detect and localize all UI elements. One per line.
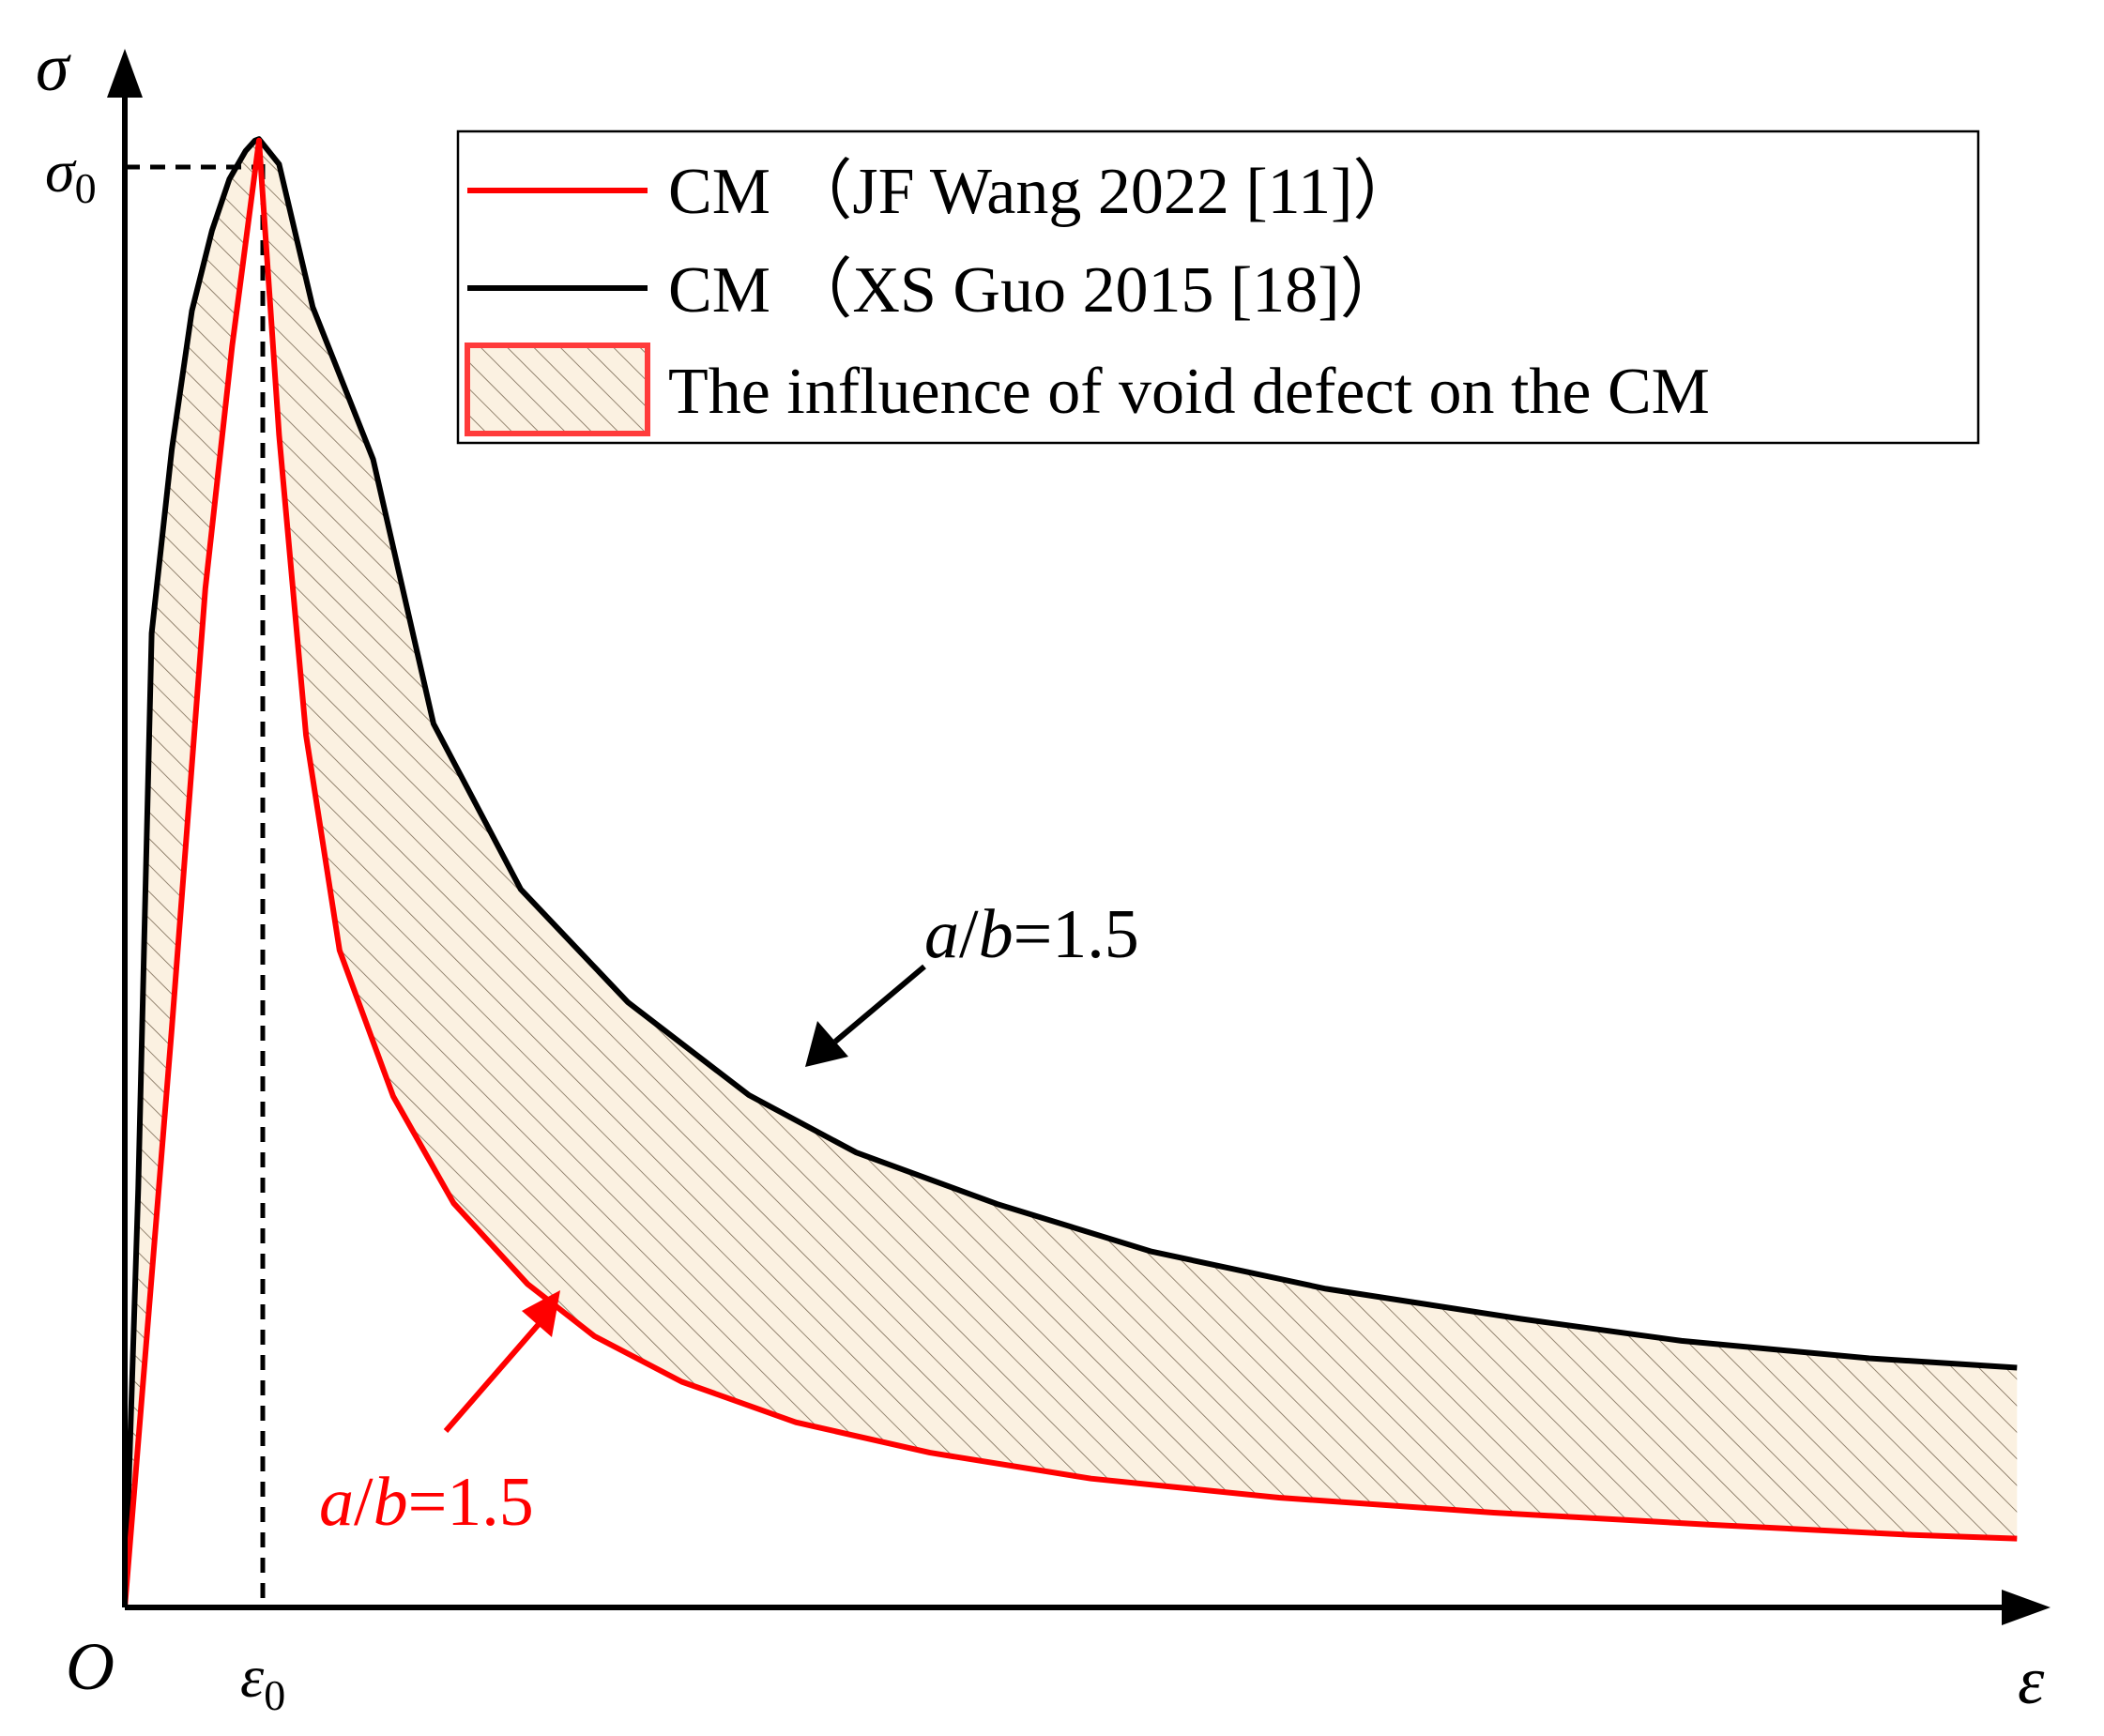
annotation-arrow-guo (833, 964, 926, 1044)
x-axis-label: ε (2018, 1643, 2045, 1718)
annotation-arrowhead-guo (805, 1021, 848, 1067)
annotation-guo-2015: a/b=1.5 (805, 896, 1139, 1067)
series-line-guo-2015 (122, 136, 2018, 1608)
annotation-wang-2022: a/b=1.5 (319, 1290, 560, 1541)
legend-label-wang-2022: CM （JF Wang 2022 [11]） (668, 156, 1418, 228)
legend-swatch-influence-band (465, 343, 650, 436)
annotation-arrow-wang (443, 1321, 542, 1433)
annotation-label-guo: a/b=1.5 (924, 896, 1139, 973)
legend: CM （JF Wang 2022 [11]） CM （XS Guo 2015 [… (456, 129, 1980, 445)
influence-band-area (125, 139, 2018, 1608)
legend-label-influence-band: The influence of void defect on the CM (668, 356, 1710, 428)
peak-strain-tick-label: ε0 (240, 1643, 285, 1719)
annotation-label-wang: a/b=1.5 (319, 1464, 534, 1541)
y-axis-label: σ (36, 30, 71, 105)
series-line-wang-2022 (122, 137, 2018, 1608)
x-axis-arrowhead (2002, 1590, 2051, 1625)
annotation-arrowhead-wang (522, 1290, 560, 1337)
legend-box (456, 129, 1980, 445)
peak-stress-tick-label: σ0 (45, 138, 97, 212)
origin-label: O (66, 1629, 114, 1704)
legend-label-guo-2015: CM （XS Guo 2015 [18]） (668, 254, 1406, 327)
y-axis-arrowhead (107, 49, 143, 98)
